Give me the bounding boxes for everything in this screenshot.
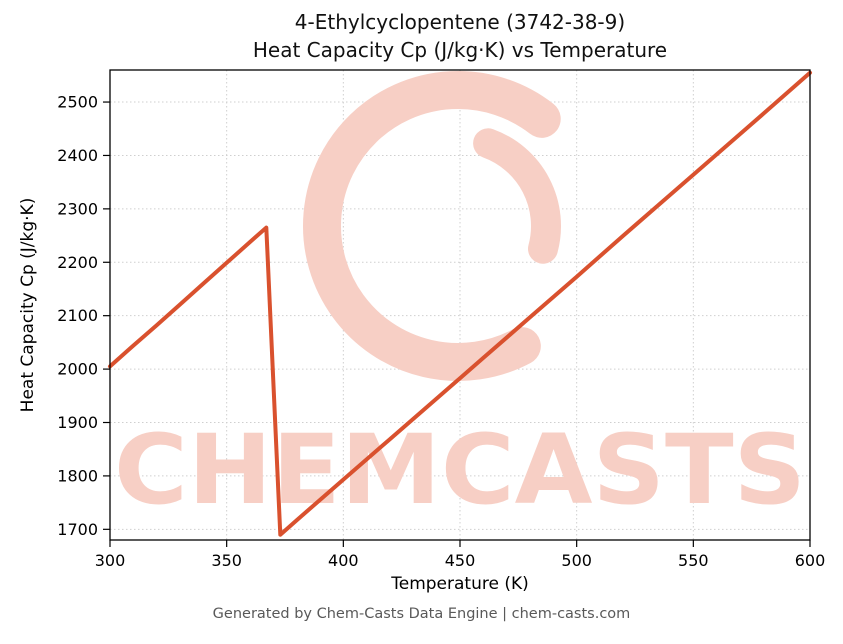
svg-text:2500: 2500 — [57, 93, 98, 112]
series-line-cp — [108, 70, 812, 537]
y-tick-labels: 1700 1800 1900 2000 2100 2200 2300 2400 2500 — [57, 93, 98, 539]
y-axis-label: Heat Capacity Cp (J/kg·K) — [18, 197, 38, 413]
svg-text:300: 300 — [95, 551, 126, 570]
svg-text:2400: 2400 — [57, 146, 98, 165]
x-axis-label: Temperature (K) — [391, 574, 529, 594]
svg-text:550: 550 — [678, 551, 709, 570]
watermark-text: CHEMCASTS — [114, 414, 806, 526]
svg-text:1800: 1800 — [57, 466, 98, 485]
y-ticks — [103, 101, 110, 530]
svg-text:600: 600 — [795, 551, 826, 570]
watermark-logo — [303, 71, 561, 381]
chart-title-line2: Heat Capacity Cp (J/kg·K) vs Temperature — [252, 38, 668, 62]
svg-text:2200: 2200 — [57, 253, 98, 272]
svg-text:350: 350 — [211, 551, 242, 570]
footer-attribution: Generated by Chem-Casts Data Engine | ch… — [212, 606, 631, 622]
svg-text:450: 450 — [445, 551, 476, 570]
svg-text:400: 400 — [328, 551, 359, 570]
svg-text:1700: 1700 — [57, 520, 98, 539]
chart-title-line1: 4-Ethylcyclopentene (3742-38-9) — [294, 10, 626, 34]
x-tick-labels: 300 350 400 450 500 550 600 — [95, 551, 826, 570]
x-ticks — [109, 540, 811, 547]
svg-text:1900: 1900 — [57, 413, 98, 432]
svg-text:2100: 2100 — [57, 306, 98, 325]
svg-text:500: 500 — [561, 551, 592, 570]
svg-text:2000: 2000 — [57, 360, 98, 379]
svg-text:2300: 2300 — [57, 199, 98, 218]
